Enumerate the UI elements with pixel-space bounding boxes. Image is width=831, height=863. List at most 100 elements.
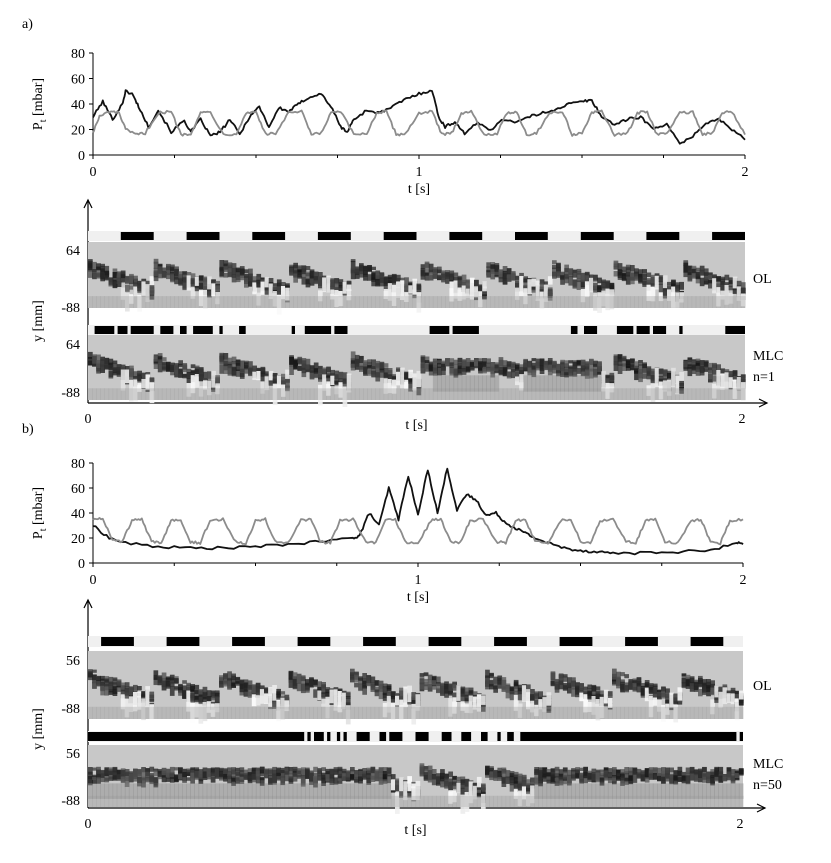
strip-x-tick-label: 2	[737, 817, 744, 832]
actuation-bar	[653, 326, 667, 334]
actuation-bar	[186, 232, 220, 240]
panel-b: b) 0 20 40 60 80 0 1 2 t [s] Pt [mbar] 0 2 t [s] y [mm…	[22, 422, 783, 838]
strip-x-arrow	[758, 398, 769, 408]
actuation-bar	[415, 732, 429, 741]
actuation-bar	[494, 637, 527, 646]
actuation-bar	[166, 637, 200, 646]
actuation-bar	[570, 326, 578, 334]
strip-x-tick-label: 0	[85, 817, 92, 832]
series-line-gray	[92, 109, 746, 137]
actuation-bar	[160, 326, 174, 334]
flow-image-ol	[88, 651, 744, 725]
x-tick-label: 1	[416, 165, 423, 180]
actuation-bar	[193, 326, 213, 334]
panel-label: a)	[22, 17, 33, 32]
actuation-band	[88, 325, 745, 335]
actuation-bar	[690, 637, 724, 646]
actuation-bar	[180, 326, 187, 334]
y-tick-label: 60	[71, 73, 85, 88]
strip-row-label: OL	[753, 272, 772, 287]
actuation-bar	[584, 326, 598, 334]
series-line-black	[92, 89, 746, 145]
x-axis-label: t [s]	[408, 182, 430, 197]
x-tick-label: 1	[415, 573, 422, 588]
actuation-bar	[291, 326, 295, 334]
actuation-bar	[679, 326, 683, 334]
actuation-bar	[117, 326, 128, 334]
y-tick-label: 40	[71, 507, 85, 522]
x-tick-label: 2	[742, 165, 749, 180]
strip-y-top-label: 56	[66, 747, 80, 762]
actuation-bar	[120, 232, 154, 240]
actuation-band	[88, 636, 743, 647]
strip-y-bottom-label: -88	[61, 794, 80, 809]
strip-row-label: OL	[753, 679, 772, 694]
strip-x-axis-label: t [s]	[405, 418, 427, 433]
x-axis-label: t [s]	[407, 590, 429, 605]
y-tick-label: 0	[78, 557, 85, 572]
actuation-bar	[297, 637, 331, 646]
y-tick-label: 20	[71, 532, 85, 547]
actuation-bar	[88, 732, 305, 741]
actuation-bar	[452, 326, 479, 334]
strip-x-tick-label: 2	[739, 412, 746, 427]
actuation-bar	[130, 326, 154, 334]
actuation-bar	[363, 637, 396, 646]
actuation-bar	[725, 326, 745, 334]
actuation-bar	[646, 232, 680, 240]
strip-row-sublabel: n=50	[753, 778, 782, 793]
strip-y-bottom-label: -88	[61, 702, 80, 717]
strip-row-label: MLC	[753, 757, 783, 772]
actuation-bar	[379, 732, 387, 741]
actuation-bar	[219, 326, 223, 334]
actuation-bar	[441, 732, 452, 741]
strip-x-tick-label: 0	[85, 412, 92, 427]
actuation-bar	[304, 326, 332, 334]
strip-x-axis-label: t [s]	[404, 823, 426, 838]
strip-row-label: MLC	[753, 349, 783, 364]
actuation-bar	[232, 637, 265, 646]
actuation-bar	[336, 732, 341, 741]
x-tick-label: 0	[90, 573, 97, 588]
actuation-bar	[307, 732, 311, 741]
actuation-bar	[481, 732, 488, 741]
y-tick-label: 40	[71, 98, 85, 113]
panel-label: b)	[22, 422, 34, 437]
strip-y-axis-label: y [mm]	[31, 300, 46, 342]
x-tick-label: 2	[740, 573, 747, 588]
actuation-bar	[314, 732, 324, 741]
strip-y-arrow	[83, 198, 93, 209]
actuation-bar	[625, 637, 658, 646]
strip-y-top-label: 56	[66, 654, 80, 669]
strip-y-bottom-label: -88	[61, 301, 80, 316]
actuation-bar	[429, 326, 450, 334]
actuation-bar	[389, 732, 403, 741]
actuation-bar	[559, 637, 593, 646]
actuation-bar	[461, 732, 472, 741]
actuation-bar	[507, 732, 514, 741]
actuation-bar	[449, 232, 483, 240]
actuation-bar	[520, 732, 737, 741]
y-tick-label: 0	[78, 149, 85, 164]
y-tick-label: 20	[71, 124, 85, 139]
actuation-bar	[712, 232, 745, 240]
actuation-bar	[515, 232, 548, 240]
actuation-bar	[252, 232, 286, 240]
flow-image-mlc	[88, 335, 746, 407]
y-axis-label: Pt [mbar]	[31, 487, 49, 539]
actuation-bar	[327, 732, 331, 741]
strip-y-axis-label: y [mm]	[31, 708, 46, 750]
actuation-bar	[101, 637, 134, 646]
actuation-bar	[580, 232, 614, 240]
strip-y-top-label: 64	[66, 338, 80, 353]
actuation-bar	[356, 732, 370, 741]
actuation-bar	[334, 326, 348, 334]
panel-a: a) 0 20 40 60 80 0 1 2 t [s] Pt [mbar] 0 2 t [s] y [mm…	[22, 17, 783, 433]
strip-y-arrow	[83, 598, 93, 609]
actuation-bar	[616, 326, 634, 334]
strip-y-bottom-label: -88	[61, 386, 80, 401]
actuation-bar	[239, 326, 246, 334]
y-axis-label: Pt [mbar]	[31, 78, 49, 130]
y-tick-label: 80	[71, 47, 85, 62]
